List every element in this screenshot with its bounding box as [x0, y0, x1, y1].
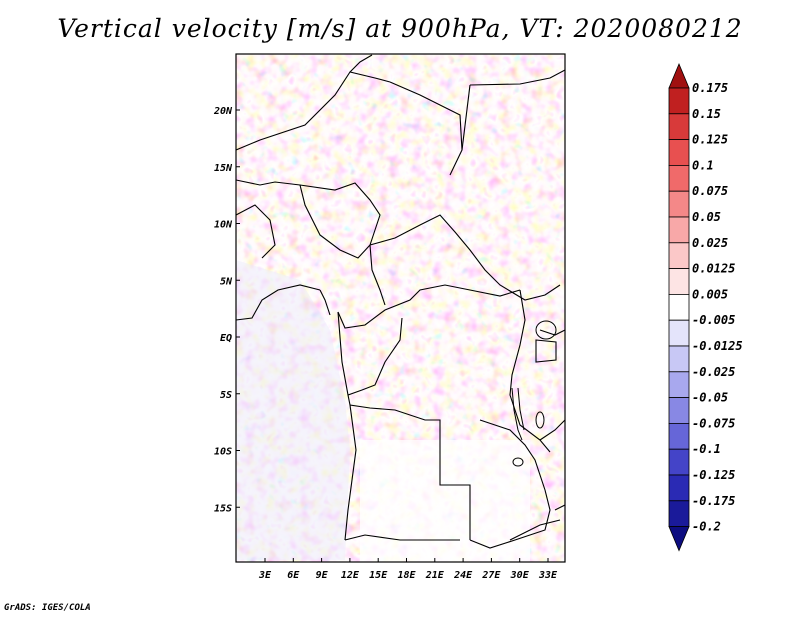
colorbar-swatch [668, 268, 690, 295]
colorbar-label: -0.2 [692, 520, 721, 534]
colorbar-top-arrow [668, 62, 690, 89]
lon-label: 21E [425, 570, 445, 581]
colorbar-swatch [668, 500, 690, 527]
colorbar-label: 0.025 [692, 236, 728, 250]
colorbar-label: -0.005 [692, 313, 735, 327]
colorbar-label: 0.125 [692, 133, 728, 147]
lat-label: 10N [214, 220, 233, 231]
colorbar-label: -0.025 [692, 365, 735, 379]
lon-label: 15E [369, 570, 388, 581]
lat-label: 15N [214, 163, 233, 174]
colorbar-label: 0.175 [692, 81, 728, 95]
velocity-field [236, 54, 565, 562]
colorbar-label: 0.005 [692, 287, 728, 301]
colorbar-swatch [668, 87, 690, 115]
colorbar-label: 0.1 [692, 158, 714, 172]
lat-label: EQ [220, 333, 232, 344]
colorbar-swatch [668, 422, 690, 450]
colorbar-swatch [668, 448, 690, 476]
lon-label: 18E [397, 570, 416, 581]
lat-label: 20N [213, 106, 233, 117]
colorbar: 0.175 0.15 0.125 0.1 0.075 0.05 0.025 0.0125 0.0… [668, 62, 743, 552]
colorbar-label: -0.125 [692, 468, 735, 482]
colorbar-label: 0.0125 [692, 262, 735, 276]
lat-label: 5S [220, 390, 232, 401]
latitude-axis: 20N 15N 10N 5N EQ 5S 10S 15S [213, 106, 240, 514]
map-title: Vertical velocity [m/s] at 900hPa, VT: 2… [57, 14, 743, 43]
lon-label: 24E [453, 570, 473, 581]
colorbar-swatch [668, 190, 690, 218]
lon-label: 27E [481, 570, 501, 581]
colorbar-bottom-arrow [668, 526, 690, 552]
lat-label: 10S [214, 447, 232, 458]
colorbar-label: -0.075 [692, 416, 735, 430]
colorbar-label: -0.0125 [692, 339, 743, 353]
colorbar-label: -0.05 [692, 391, 728, 405]
lat-label: 15S [214, 503, 232, 514]
colorbar-label: -0.1 [692, 442, 721, 456]
lon-label: 6E [287, 570, 300, 581]
colorbar-swatch [668, 293, 690, 321]
lon-label: 12E [341, 570, 360, 581]
lon-label: 9E [316, 570, 329, 581]
lakes [511, 320, 557, 467]
colorbar-swatch [668, 345, 690, 373]
map-frame [235, 53, 566, 563]
colorbar-swatch [668, 139, 690, 166]
lon-label: 33E [538, 570, 558, 581]
colorbar-swatch [668, 242, 690, 270]
lat-label: 5N [220, 276, 233, 287]
country-borders [236, 54, 565, 549]
colorbar-swatch [668, 319, 690, 347]
colorbar-label: 0.05 [692, 210, 721, 224]
colorbar-swatch [668, 216, 690, 244]
colorbar-swatch [668, 371, 690, 398]
colorbar-swatch [668, 113, 690, 141]
colorbar-label: 0.15 [692, 107, 721, 121]
longitude-axis: 3E 6E 9E 12E 15E 18E 21E 24E 27E 30E 33E [258, 558, 558, 581]
colorbar-swatch [668, 474, 690, 502]
colorbar-swatch [668, 164, 690, 192]
lon-label: 3E [258, 570, 272, 581]
colorbar-swatch [668, 397, 690, 424]
lon-label: 30E [510, 570, 530, 581]
colorbar-label: -0.175 [692, 494, 735, 508]
grads-credit: GrADS: IGES/COLA [4, 603, 91, 613]
colorbar-label: 0.075 [692, 184, 728, 198]
